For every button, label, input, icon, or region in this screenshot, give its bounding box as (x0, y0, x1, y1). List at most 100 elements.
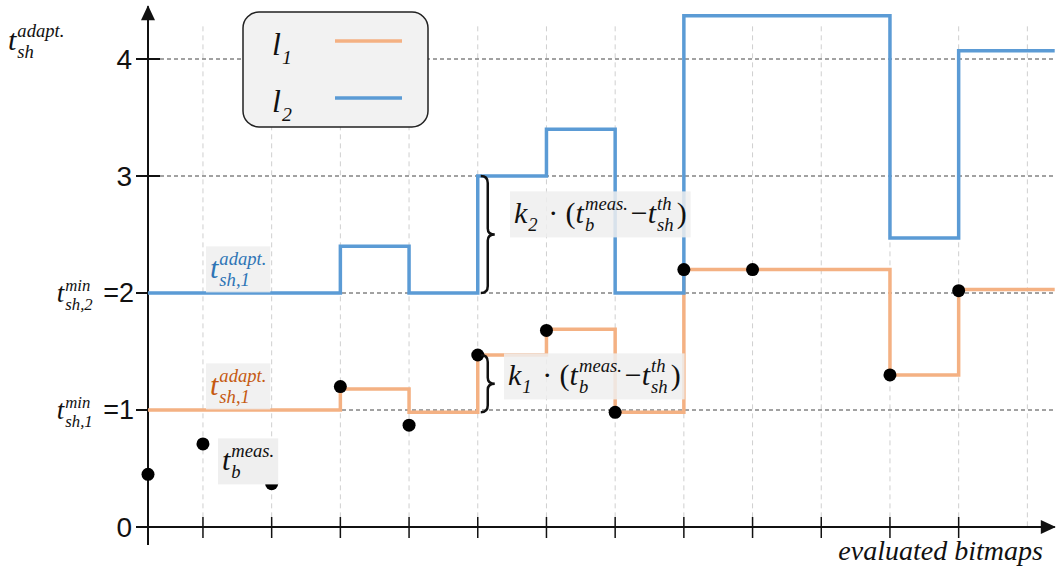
label-background (206, 246, 270, 292)
math-text: l1 (272, 26, 292, 68)
x-tick (202, 517, 204, 538)
chart: 0tminsh,1 =1tminsh,2 =234tadapt.shevalua… (0, 0, 1063, 578)
text-part: k (514, 196, 528, 229)
text-part: =1 (96, 395, 134, 425)
y-axis-label: tadapt.sh (8, 20, 64, 62)
x-tick (477, 517, 479, 538)
subscript: b (585, 214, 594, 235)
x-tick (271, 517, 273, 538)
text-part: l (272, 26, 281, 62)
label-background (206, 363, 270, 409)
x-tick (340, 517, 342, 538)
y-tick (136, 526, 160, 528)
annotations: tmeas.btadapt.sh,1tadapt.sh,1k2 · (tmeas… (206, 176, 691, 484)
text-part: · ( (535, 358, 570, 392)
x-tick (546, 517, 548, 538)
legend-swatch (335, 96, 402, 100)
text-part: t (8, 23, 17, 56)
superscript: min (65, 276, 90, 295)
math-text: l2 (272, 83, 292, 125)
text-part: t (570, 358, 579, 391)
y-tick (136, 58, 160, 60)
x-axis (148, 526, 1055, 528)
measurement-point (142, 468, 155, 481)
text-part: k (508, 358, 522, 391)
text-part: − (631, 196, 648, 229)
measurement-point (403, 419, 416, 432)
text-part: =2 (96, 278, 134, 308)
text-part: t (210, 368, 219, 401)
subscript: sh (657, 214, 674, 235)
grid-line-x (1027, 26, 1028, 527)
math-text: tminsh,2 =2 (57, 276, 134, 314)
x-tick (614, 517, 616, 538)
subscript: sh (17, 41, 34, 62)
math-text: k1 · (tmeas.b−tthsh) (508, 355, 681, 397)
label-background (218, 438, 278, 484)
y-tick-label: 0 (116, 512, 132, 543)
superscript: min (65, 393, 90, 412)
step-line (148, 16, 1055, 293)
legend: l1l2 (243, 12, 428, 127)
subscript: 2 (282, 103, 292, 125)
y-axis (147, 6, 149, 545)
superscript: adapt. (219, 365, 266, 386)
y-axis-arrow (141, 5, 155, 20)
y-tick-label: 4 (116, 44, 132, 75)
measurement-point (609, 406, 622, 419)
text-part: ) (677, 196, 687, 230)
measurement-point (883, 368, 896, 381)
superscript: th (657, 193, 671, 214)
measurement-point (540, 324, 553, 337)
brace (481, 355, 495, 412)
superscript: meas. (585, 193, 628, 214)
x-tick (408, 517, 410, 538)
x-axis-arrow (1041, 520, 1056, 534)
text-part: t (642, 358, 651, 391)
legend-box (243, 12, 428, 127)
superscript: adapt. (17, 20, 64, 41)
subscript: sh,1 (219, 386, 249, 407)
text-part: ) (671, 358, 681, 392)
math-text: k2 · (tmeas.b−tthsh) (514, 193, 687, 235)
label-background (504, 353, 685, 399)
grid-line-x (546, 26, 547, 527)
subscript: sh (651, 376, 668, 397)
measurement-point (677, 263, 690, 276)
subscript: b (231, 461, 240, 482)
text-part: t (576, 196, 585, 229)
brace (481, 176, 495, 293)
grid-line-x (821, 26, 822, 527)
math-text: tadapt.sh,1 (210, 365, 266, 407)
y-tick-label: 3 (116, 161, 132, 192)
y-tick (136, 175, 160, 177)
x-tick (821, 517, 823, 538)
x-tick (683, 517, 685, 538)
subscript: b (579, 376, 588, 397)
subscript: sh,1 (219, 269, 249, 290)
math-text: tminsh,1 =1 (57, 393, 134, 431)
text-part: − (625, 358, 642, 391)
subscript: 2 (528, 214, 537, 235)
subscript: sh,2 (65, 295, 92, 314)
subscript: sh,1 (65, 412, 92, 431)
math-text: tadapt.sh,1 (210, 248, 266, 290)
measurement-point (746, 263, 759, 276)
axes: 0tminsh,1 =1tminsh,2 =234 (57, 5, 1056, 545)
legend-swatch (335, 39, 402, 43)
superscript: adapt. (219, 248, 266, 269)
measurement-point (334, 380, 347, 393)
grid-line-y (160, 176, 1055, 177)
measurement-point (952, 284, 965, 297)
measurement-point (196, 437, 209, 450)
text-part: t (222, 443, 231, 476)
subscript: 1 (522, 376, 531, 397)
text-part: t (210, 251, 219, 284)
label-background (510, 191, 691, 237)
superscript: meas. (231, 440, 274, 461)
grid-line-x (752, 26, 753, 527)
text-part: l (272, 83, 281, 119)
points (142, 263, 966, 490)
text-part: t (648, 196, 657, 229)
grid-line-x (202, 26, 203, 527)
